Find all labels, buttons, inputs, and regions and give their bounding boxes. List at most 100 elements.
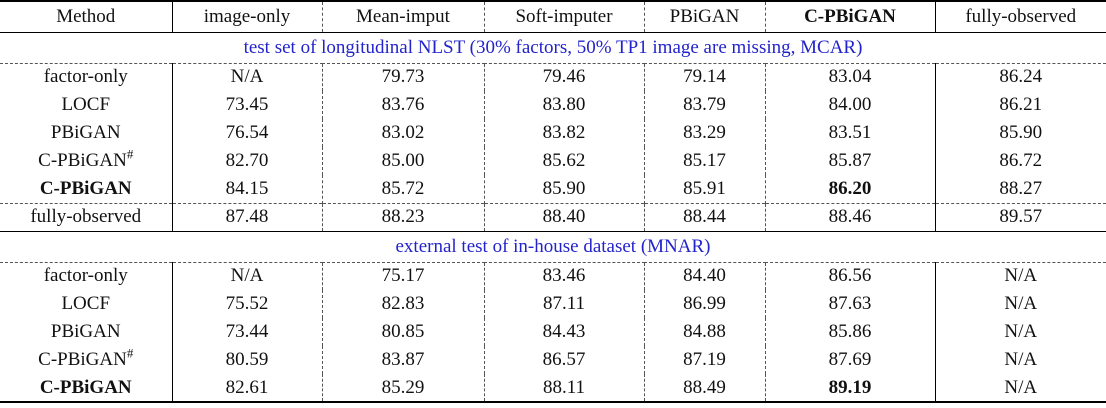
method-cell: factor-only [43,66,128,88]
value-cell: N/A [171,262,322,290]
value-cell: 86.21 [934,91,1106,119]
value-cell: 88.11 [483,374,644,402]
value-cell: 83.76 [321,91,484,119]
value-cell: 83.87 [321,346,484,374]
method-cell: C-PBiGAN [39,376,132,398]
value-cell: 85.90 [483,175,644,203]
value-cell: 85.00 [321,147,484,175]
value-cell: 86.57 [483,346,644,374]
value-cell: N/A [934,262,1106,290]
value-cell: 86.20 [764,175,935,203]
value-cell: 83.29 [643,119,765,147]
value-cell: 84.15 [171,175,322,203]
col-header-method: Method [56,5,116,27]
value-cell: 75.52 [171,290,322,318]
method-cell: factor-only [43,265,128,287]
value-cell: 86.56 [764,262,935,290]
value-cell: 80.85 [321,318,484,346]
value-cell: 87.63 [764,290,935,318]
table-body: test set of longitudinal NLST (30% facto… [0,32,1106,402]
value-cell: 86.99 [643,290,765,318]
value-cell: 87.19 [643,346,765,374]
value-cell: 79.73 [321,63,484,91]
value-cell: 85.90 [934,119,1106,147]
section-caption: external test of in-house dataset (MNAR) [0,231,1106,263]
value-cell: N/A [934,318,1106,346]
value-cell: N/A [934,290,1106,318]
value-cell: 88.46 [764,203,935,231]
value-cell: 88.40 [483,203,644,231]
value-cell: 80.59 [171,346,322,374]
header-row: Method image-only Mean-imput Soft-impute… [0,1,1106,32]
table-row: C-PBiGAN# 82.70 85.00 85.62 85.17 85.87 86.72 [0,147,1106,175]
value-cell: 88.44 [643,203,765,231]
table-row: PBiGAN 76.54 83.02 83.82 83.29 83.51 85.90 [0,119,1106,147]
value-cell: 83.04 [764,63,935,91]
value-cell: 83.46 [483,262,644,290]
method-cell: LOCF [61,94,111,115]
method-superscript: # [126,346,134,361]
method-superscript: # [126,147,134,162]
method-cell: fully-observed [30,206,142,227]
value-cell: 85.87 [764,147,935,175]
value-cell: 87.11 [483,290,644,318]
value-cell: 85.86 [764,318,935,346]
value-cell: 85.17 [643,147,765,175]
value-cell: 73.44 [171,318,322,346]
col-header-mean-imput: Mean-imput [321,1,484,32]
col-header-soft-imputer: Soft-imputer [483,1,644,32]
value-cell: 83.51 [764,119,935,147]
value-cell: 76.54 [171,119,322,147]
table-row: C-PBiGAN# 80.59 83.87 86.57 87.19 87.69 N/A [0,346,1106,374]
value-cell: 84.43 [483,318,644,346]
table-row: PBiGAN 73.44 80.85 84.43 84.88 85.86 N/A [0,318,1106,346]
table-row: LOCF 73.45 83.76 83.80 83.79 84.00 86.21 [0,91,1106,119]
value-cell: 87.48 [171,203,322,231]
value-cell: 83.80 [483,91,644,119]
col-header-image-only: image-only [171,1,322,32]
table-row: factor-only N/A 79.73 79.46 79.14 83.04 86.24 [0,63,1106,91]
value-cell: 86.24 [934,63,1106,91]
value-cell: 84.88 [643,318,765,346]
value-cell: 79.14 [643,63,765,91]
method-cell: C-PBiGAN [39,177,132,199]
value-cell: N/A [171,63,322,91]
value-cell: N/A [934,374,1106,402]
value-cell: N/A [934,346,1106,374]
value-cell: 75.17 [321,262,484,290]
value-cell: 84.40 [643,262,765,290]
table-row: factor-only N/A 75.17 83.46 84.40 86.56 N/A [0,262,1106,290]
value-cell: 83.82 [483,119,644,147]
value-cell: 85.91 [643,175,765,203]
value-cell: 87.69 [764,346,935,374]
value-cell: 85.29 [321,374,484,402]
method-cell: PBiGAN [50,122,121,143]
method-cell: LOCF [61,293,111,314]
col-header-pbigan: PBiGAN [643,1,765,32]
value-cell: 84.00 [764,91,935,119]
table-row: LOCF 75.52 82.83 87.11 86.99 87.63 N/A [0,290,1106,318]
value-cell: 85.62 [483,147,644,175]
section-caption: test set of longitudinal NLST (30% facto… [0,32,1106,64]
col-header-c-pbigan: C-PBiGAN [764,1,935,32]
section-caption-row: test set of longitudinal NLST (30% facto… [0,32,1106,64]
section-caption-row: external test of in-house dataset (MNAR) [0,231,1106,263]
table-row: C-PBiGAN 82.61 85.29 88.11 88.49 89.19 N/A [0,374,1106,402]
value-cell: 83.79 [643,91,765,119]
method-cell: C-PBiGAN# [38,147,134,171]
col-header-fully-observed: fully-observed [934,1,1106,32]
value-cell: 89.57 [934,203,1106,231]
value-cell: 86.72 [934,147,1106,175]
value-cell: 85.72 [321,175,484,203]
value-cell: 79.46 [483,63,644,91]
value-cell: 82.70 [171,147,322,175]
value-cell: 82.61 [171,374,322,402]
table-row: fully-observed 87.48 88.23 88.40 88.44 88.46 8… [0,203,1106,231]
value-cell: 88.27 [934,175,1106,203]
value-cell: 73.45 [171,91,322,119]
table-row: C-PBiGAN 84.15 85.72 85.90 85.91 86.20 88.27 [0,175,1106,203]
value-cell: 82.83 [321,290,484,318]
value-cell: 89.19 [764,374,935,402]
